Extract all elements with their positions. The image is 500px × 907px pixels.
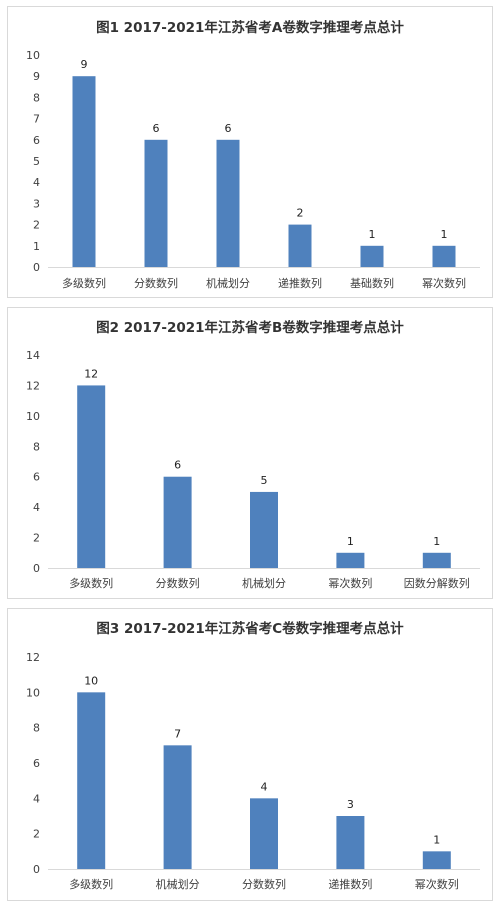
bar [250, 798, 278, 869]
bar [163, 476, 192, 568]
category-label: 基础数列 [350, 276, 394, 290]
category-label: 分数数列 [242, 877, 286, 891]
data-label: 6 [153, 122, 160, 135]
y-tick-label: 2 [33, 532, 40, 545]
category-label: 递推数列 [328, 877, 372, 891]
y-tick-label: 14 [26, 349, 40, 362]
y-tick-label: 6 [33, 757, 40, 770]
bar [216, 139, 240, 267]
y-tick-label: 8 [33, 440, 40, 453]
bar [422, 851, 451, 869]
chart-b: 图2 2017-2021年江苏省考B卷数字推理考点总计 0 2 4 6 8 10 12 14 12… [26, 319, 480, 590]
chart-title: 图1 2017-2021年江苏省考A卷数字推理考点总计 [96, 19, 404, 36]
data-label: 1 [369, 228, 376, 241]
data-label: 6 [225, 122, 232, 135]
data-label: 1 [433, 535, 440, 548]
category-label: 幂次数列 [415, 877, 459, 891]
chart-title: 图3 2017-2021年江苏省考C卷数字推理考点总计 [96, 620, 404, 637]
bar [288, 224, 312, 267]
y-tick-label: 10 [26, 410, 40, 423]
data-label: 1 [433, 833, 440, 846]
chart-c: 图3 2017-2021年江苏省考C卷数字推理考点总计 0 2 4 6 8 10 12 10 多级… [26, 620, 480, 891]
category-label: 幂次数列 [328, 576, 372, 590]
y-tick-label: 6 [33, 134, 40, 147]
category-label: 机械划分 [206, 276, 250, 290]
chart-panel-b: 图2 2017-2021年江苏省考B卷数字推理考点总计 0 2 4 6 8 10 12 14 12… [7, 307, 493, 599]
bar [77, 692, 106, 869]
y-tick-label: 2 [33, 219, 40, 232]
y-tick-label: 0 [33, 863, 40, 876]
data-label: 4 [261, 780, 268, 793]
category-label: 分数数列 [134, 276, 178, 290]
bar [77, 385, 106, 568]
bar [336, 816, 365, 869]
data-label: 2 [297, 207, 304, 220]
category-label: 分数数列 [156, 576, 200, 590]
y-tick-label: 12 [26, 379, 40, 392]
y-tick-label: 4 [33, 792, 40, 805]
y-tick-label: 7 [33, 113, 40, 126]
y-tick-label: 5 [33, 155, 40, 168]
bar [72, 76, 96, 267]
category-label: 多级数列 [69, 576, 113, 590]
bar [432, 245, 456, 267]
category-label: 幂次数列 [422, 276, 466, 290]
y-tick-label: 10 [26, 49, 40, 62]
chart-title: 图2 2017-2021年江苏省考B卷数字推理考点总计 [96, 319, 404, 336]
category-label: 机械划分 [242, 576, 286, 590]
data-label: 9 [81, 58, 88, 71]
chart-a: 图1 2017-2021年江苏省考A卷数字推理考点总计 0 1 2 3 4 5 6 7 8 9 10 9… [26, 19, 480, 290]
category-label: 多级数列 [69, 877, 113, 891]
category-label: 多级数列 [62, 276, 106, 290]
data-label: 1 [441, 228, 448, 241]
y-tick-label: 4 [33, 176, 40, 189]
y-tick-label: 0 [33, 261, 40, 274]
y-tick-label: 8 [33, 91, 40, 104]
data-label: 1 [347, 535, 354, 548]
bar [250, 491, 278, 568]
data-label: 3 [347, 798, 354, 811]
data-label: 12 [84, 367, 98, 380]
y-tick-label: 9 [33, 70, 40, 83]
data-label: 5 [261, 474, 268, 487]
bar [360, 245, 384, 267]
data-label: 6 [174, 459, 181, 472]
chart-panel-a: 图1 2017-2021年江苏省考A卷数字推理考点总计 0 1 2 3 4 5 6 7 8 9 10 9… [7, 6, 493, 298]
bar [163, 745, 192, 869]
bar [422, 552, 451, 568]
y-tick-label: 8 [33, 722, 40, 735]
category-label: 机械划分 [156, 877, 200, 891]
bar [336, 552, 365, 568]
y-tick-label: 2 [33, 828, 40, 841]
category-label: 因数分解数列 [404, 576, 470, 590]
y-tick-label: 4 [33, 501, 40, 514]
data-label: 10 [84, 674, 98, 687]
y-tick-label: 0 [33, 562, 40, 575]
y-tick-label: 1 [33, 240, 40, 253]
data-label: 7 [174, 727, 181, 740]
chart-panel-c: 图3 2017-2021年江苏省考C卷数字推理考点总计 0 2 4 6 8 10 12 10 多级… [7, 608, 493, 901]
y-tick-label: 12 [26, 651, 40, 664]
y-tick-label: 3 [33, 197, 40, 210]
y-tick-label: 6 [33, 471, 40, 484]
category-label: 递推数列 [278, 276, 322, 290]
y-tick-label: 10 [26, 686, 40, 699]
bar [144, 139, 168, 267]
